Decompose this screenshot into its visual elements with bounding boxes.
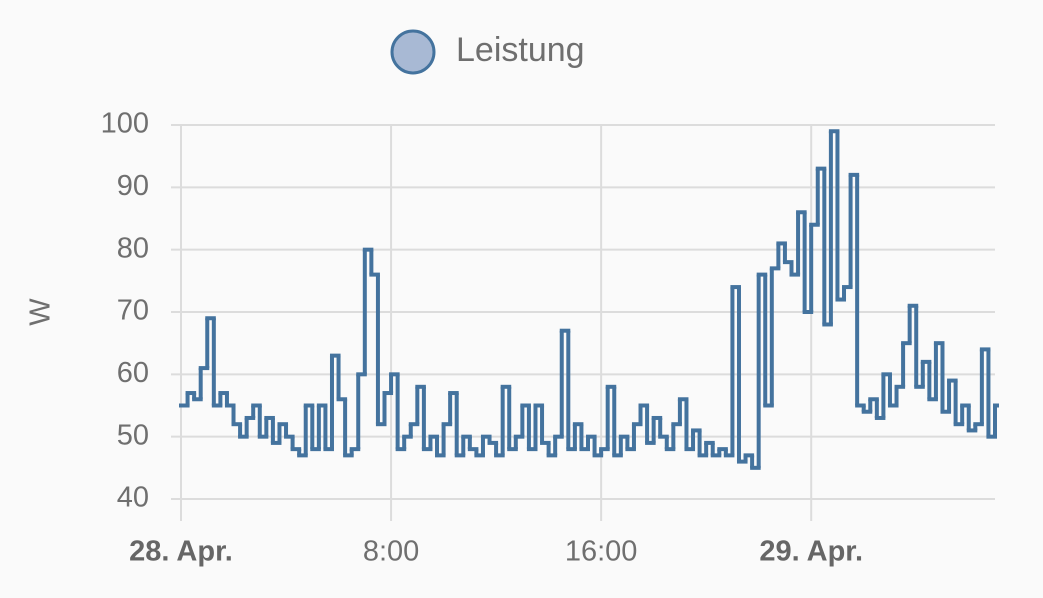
x-tick-label: 16:00 [565, 536, 638, 568]
y-axis-label: W [25, 298, 57, 326]
x-tick-label: 28. Apr. [129, 536, 233, 568]
y-tick-label: 70 [117, 295, 149, 327]
y-tick-label: 40 [117, 482, 149, 514]
x-tick-label: 29. Apr. [759, 536, 863, 568]
step-connector [185, 131, 997, 468]
y-tick-label: 50 [117, 419, 149, 451]
y-tick-label: 100 [101, 108, 149, 140]
y-tick-label: 80 [117, 232, 149, 264]
legend-swatch[interactable] [390, 29, 436, 75]
y-tick-label: 60 [117, 357, 149, 389]
y-tick-label: 90 [117, 170, 149, 202]
legend-label[interactable]: Leistung [456, 31, 585, 69]
x-tick-label: 8:00 [363, 536, 419, 568]
